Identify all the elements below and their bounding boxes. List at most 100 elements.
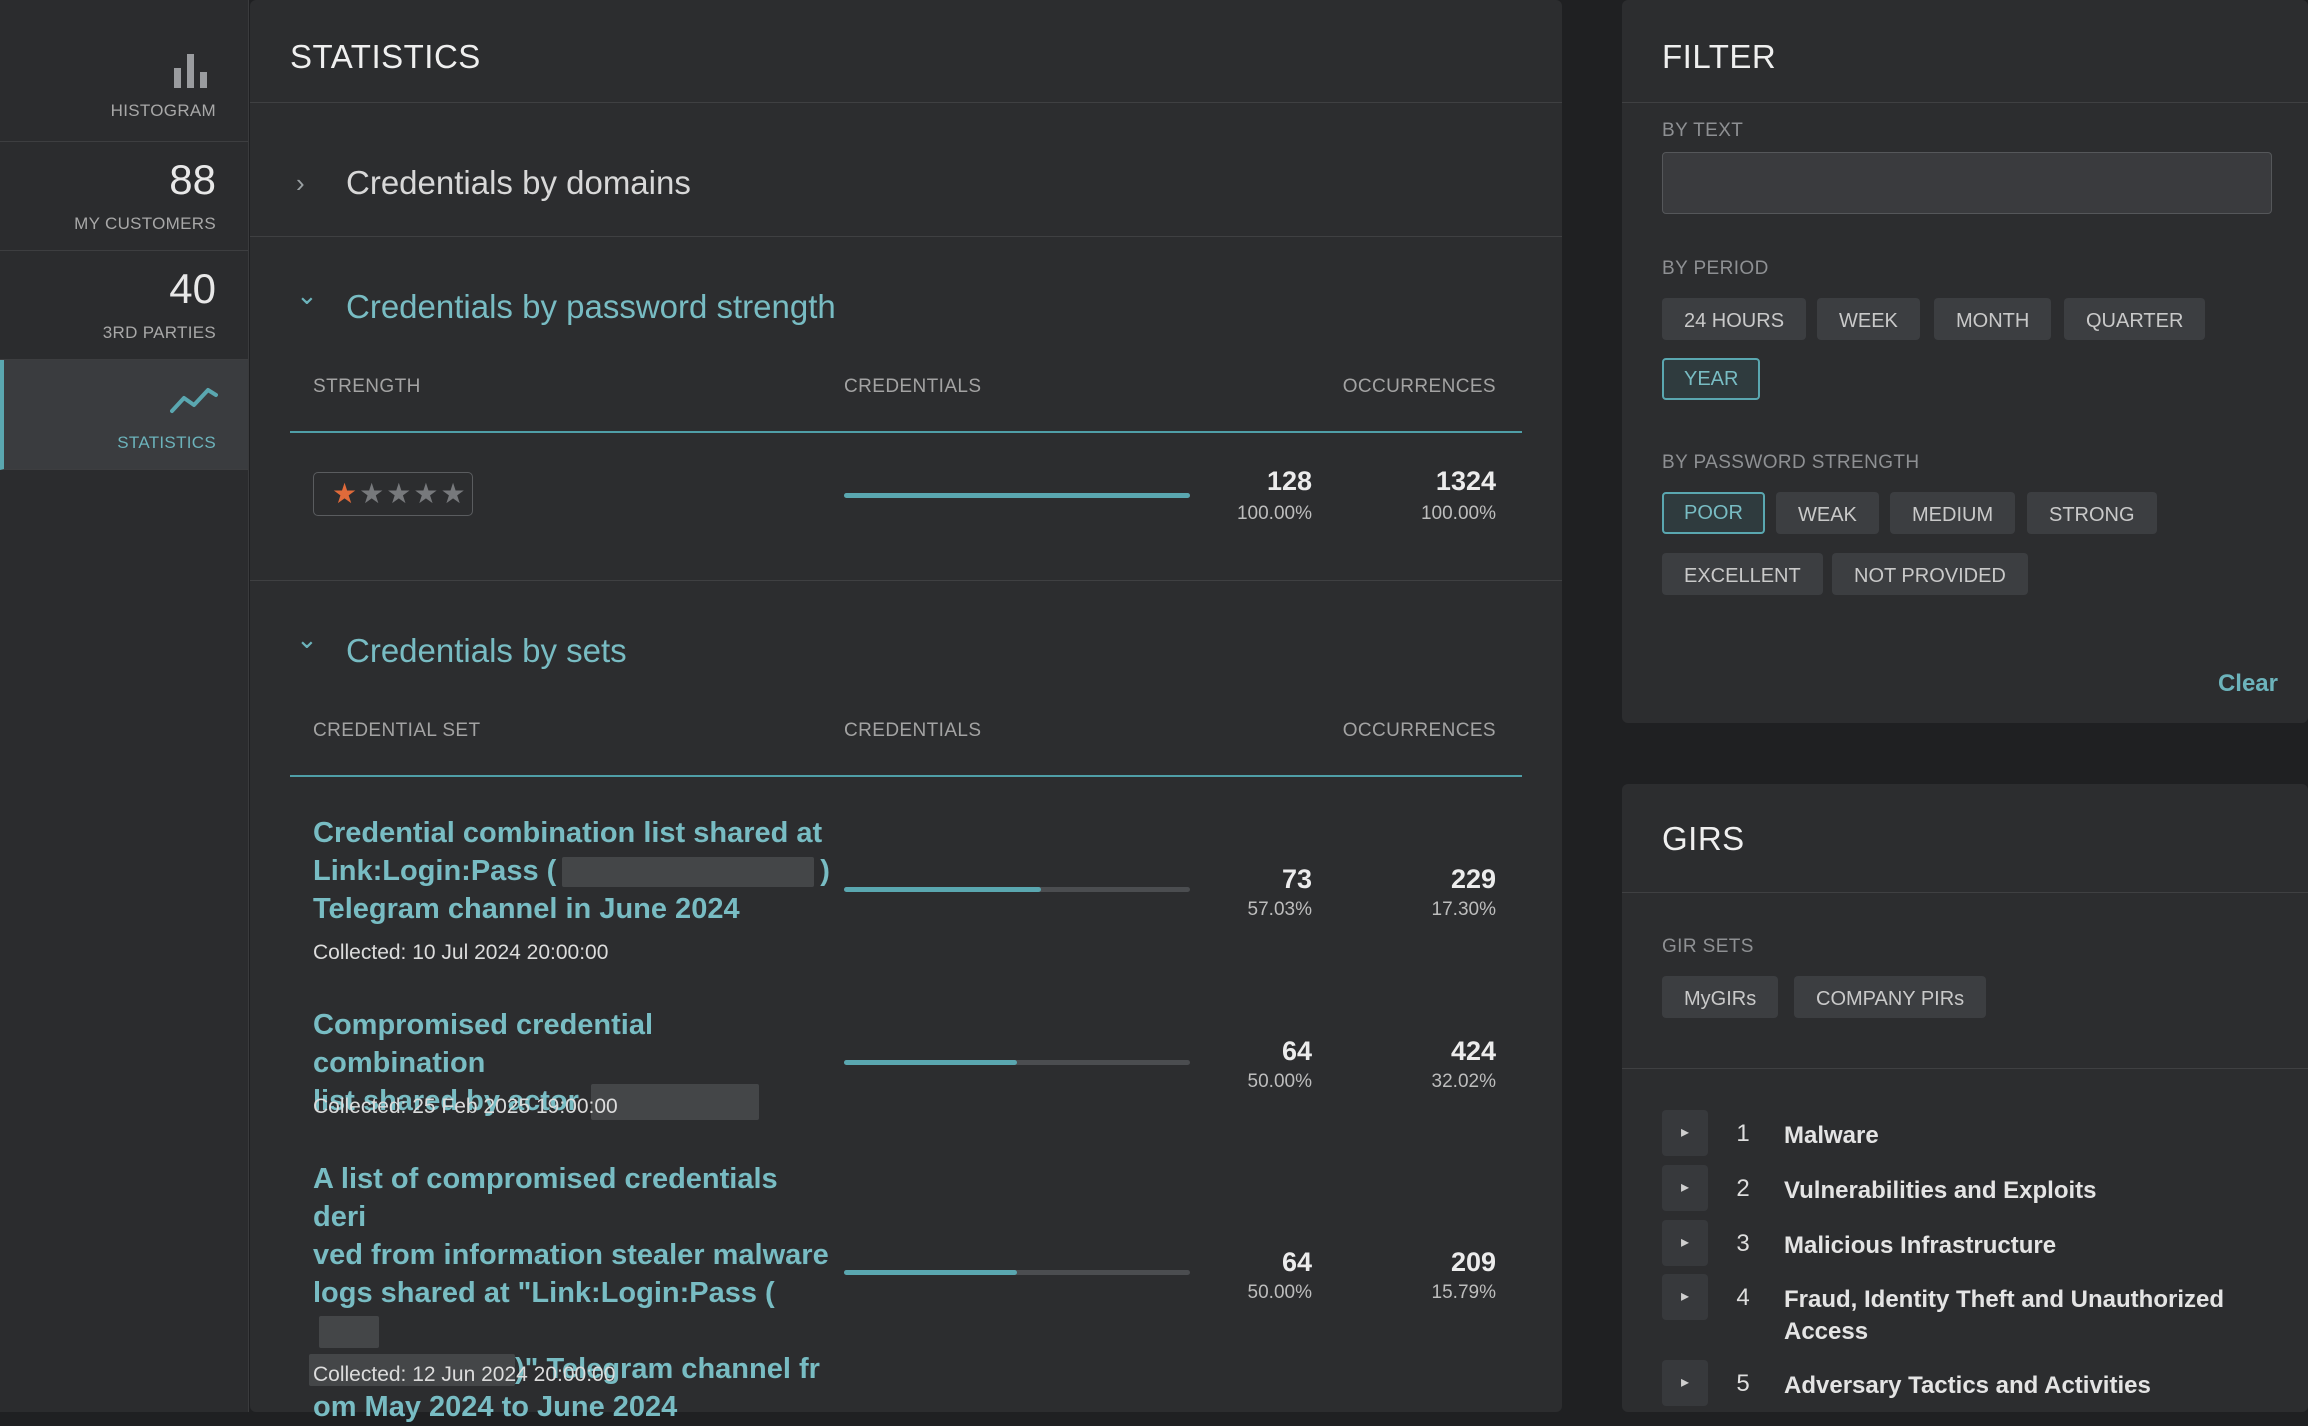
table-header-rule xyxy=(290,775,1522,777)
divider xyxy=(250,580,1562,581)
set-title-line: om May 2024 to June 2024 xyxy=(313,1391,678,1423)
period-chip-year[interactable]: YEAR xyxy=(1662,358,1761,400)
gir-index: 5 xyxy=(1736,1370,1750,1397)
occurrences-count: 424 xyxy=(1450,1036,1496,1066)
period-chip-quarter[interactable]: QUARTER xyxy=(2064,298,2206,340)
column-header: OCCURRENCES xyxy=(1342,376,1496,397)
set-title-line: )" Telegram channel fr xyxy=(309,1350,833,1388)
girs-title: GIRS xyxy=(1662,820,1745,857)
section-credentials-by-sets[interactable]: ⌄ Credentials by sets xyxy=(250,608,1562,698)
gir-name: Adversary Tactics and Activities xyxy=(1784,1372,2151,1399)
credential-set-link[interactable]: Credential combination list shared at Li… xyxy=(313,814,833,928)
sidebar-item-my-customers[interactable]: 88 MY CUSTOMERS xyxy=(0,142,248,251)
filter-title: FILTER xyxy=(1662,38,1777,75)
credential-set-link[interactable]: A list of compromised credentials deri v… xyxy=(309,1160,833,1426)
table-header-rule xyxy=(290,431,1522,433)
credentials-percent: 50.00% xyxy=(1247,1071,1312,1092)
by-password-strength-label: BY PASSWORD STRENGTH xyxy=(1662,452,1920,473)
gir-index: 3 xyxy=(1736,1230,1750,1257)
section-credentials-by-password-strength[interactable]: ⌄ Credentials by password strength xyxy=(250,264,1562,354)
divider xyxy=(1622,1068,2308,1069)
set-title-text: ) xyxy=(820,855,830,887)
sidebar-item-label: MY CUSTOMERS xyxy=(74,214,216,233)
sidebar: HISTOGRAM 88 MY CUSTOMERS 40 3RD PARTIES… xyxy=(0,0,249,1412)
column-header: OCCURRENCES xyxy=(1342,720,1496,741)
customers-count: 88 xyxy=(169,156,216,203)
chevron-right-icon: › xyxy=(296,168,305,198)
section-title: Credentials by domains xyxy=(346,164,691,201)
period-chip-month[interactable]: MONTH xyxy=(1934,298,2052,340)
redacted-block xyxy=(590,1084,759,1121)
gir-index: 4 xyxy=(1736,1284,1750,1311)
occurrences-percent: 32.02% xyxy=(1431,1071,1496,1092)
set-title-line: A list of compromised credentials deri xyxy=(313,1163,778,1233)
occurrences-percent: 15.79% xyxy=(1431,1282,1496,1303)
occurrences-count: 1324 xyxy=(1435,466,1496,496)
trend-line-icon xyxy=(170,384,218,419)
girs-panel: GIRS GIR SETS MyGIRs COMPANY PIRs ▸ 1 Ma… xyxy=(1622,784,2308,1412)
credentials-count: 64 xyxy=(1281,1247,1312,1277)
set-title-text: list shared by actor xyxy=(313,1085,579,1117)
occurrences-percent: 100.00% xyxy=(1420,503,1496,524)
gir-set-chip-company-pirs[interactable]: COMPANY PIRs xyxy=(1794,976,1987,1018)
strength-chip-weak[interactable]: WEAK xyxy=(1776,492,1879,534)
divider xyxy=(250,102,1562,103)
strength-chip-poor[interactable]: POOR xyxy=(1662,492,1765,534)
gir-name: Malicious Infrastructure xyxy=(1784,1232,2057,1259)
credentials-bar-fill xyxy=(844,1270,1017,1275)
occurrences-percent: 17.30% xyxy=(1431,899,1496,920)
star-empty-icon: ★ xyxy=(386,478,414,509)
set-title-line: ved from information stealer malware xyxy=(313,1239,829,1271)
gir-name: Malware xyxy=(1784,1122,1879,1149)
collected-date: Collected: 10 Jul 2024 20:00:00 xyxy=(313,941,609,964)
gir-index: 1 xyxy=(1736,1120,1750,1147)
redacted-block xyxy=(562,857,815,888)
set-title-line: Telegram channel in June 2024 xyxy=(313,893,740,925)
expand-triangle-icon[interactable]: ▸ xyxy=(1662,1274,1708,1320)
strength-chip-excellent[interactable]: EXCELLENT xyxy=(1662,553,1823,595)
star-filled-icon: ★ xyxy=(332,478,360,509)
occurrences-count: 229 xyxy=(1450,864,1496,894)
divider xyxy=(1622,102,2308,103)
third-parties-count: 40 xyxy=(169,265,216,312)
credential-set-link[interactable]: Compromised credential combination list … xyxy=(313,1006,833,1121)
gir-set-chip-mygirs[interactable]: MyGIRs xyxy=(1662,976,1779,1018)
period-chip-week[interactable]: WEEK xyxy=(1817,298,1920,340)
page-title: STATISTICS xyxy=(290,38,481,75)
credentials-bar-fill xyxy=(844,493,1190,498)
strength-chip-strong[interactable]: STRONG xyxy=(2027,492,2157,534)
column-header: CREDENTIAL SET xyxy=(313,720,481,741)
expand-triangle-icon[interactable]: ▸ xyxy=(1662,1220,1708,1266)
credentials-count: 73 xyxy=(1281,864,1312,894)
collected-date: Collected: 25 Feb 2025 19:00:00 xyxy=(313,1095,618,1118)
sidebar-item-histogram[interactable]: HISTOGRAM xyxy=(0,0,248,142)
set-title-line: list shared by actor xyxy=(313,1082,833,1121)
filter-text-input[interactable] xyxy=(1662,152,2272,214)
column-header: STRENGTH xyxy=(313,376,421,397)
star-empty-icon: ★ xyxy=(413,478,441,509)
credentials-count: 128 xyxy=(1266,466,1312,496)
strength-chip-not-provided[interactable]: NOT PROVIDED xyxy=(1832,553,2028,595)
chevron-down-icon: ⌄ xyxy=(296,280,318,310)
expand-triangle-icon[interactable]: ▸ xyxy=(1662,1360,1708,1406)
section-credentials-by-domains[interactable]: › Credentials by domains xyxy=(250,140,1562,230)
occurrences-count: 209 xyxy=(1450,1247,1496,1277)
divider xyxy=(1622,892,2308,893)
redacted-block xyxy=(319,1316,379,1349)
set-title-text: logs shared at "Link:Login:Pass ( xyxy=(313,1277,775,1309)
by-period-label: BY PERIOD xyxy=(1662,258,1769,279)
strength-chip-medium[interactable]: MEDIUM xyxy=(1890,492,2016,534)
star-empty-icon: ★ xyxy=(359,478,387,509)
set-title-text: Link:Login:Pass ( xyxy=(313,855,557,887)
period-chip-24-hours[interactable]: 24 HOURS xyxy=(1662,298,1807,340)
credentials-count: 64 xyxy=(1281,1036,1312,1066)
expand-triangle-icon[interactable]: ▸ xyxy=(1662,1110,1708,1156)
sidebar-item-3rd-parties[interactable]: 40 3RD PARTIES xyxy=(0,251,248,360)
set-title-line: Link:Login:Pass () xyxy=(313,852,833,890)
gir-index: 2 xyxy=(1736,1175,1750,1202)
chevron-down-icon: ⌄ xyxy=(296,624,318,654)
sidebar-item-label: HISTOGRAM xyxy=(110,101,216,120)
clear-button[interactable]: Clear xyxy=(2217,670,2278,697)
sidebar-item-statistics[interactable]: STATISTICS xyxy=(0,360,248,470)
expand-triangle-icon[interactable]: ▸ xyxy=(1662,1165,1708,1211)
